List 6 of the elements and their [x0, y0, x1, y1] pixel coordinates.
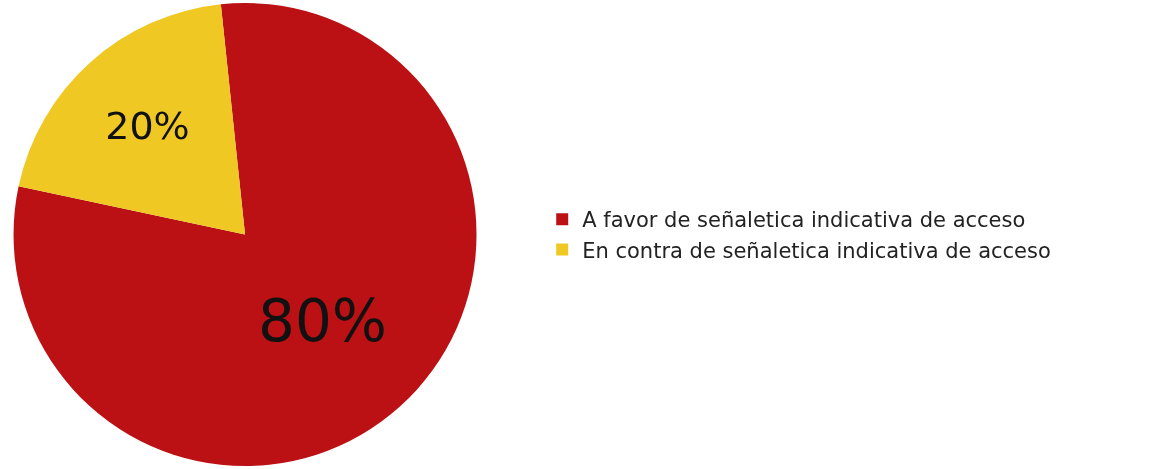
legend-label: A favor de señaletica indicativa de acceso [582, 208, 1026, 233]
legend-label: En contra de señaletica indicativa de acceso [582, 238, 1051, 263]
pie-slice [13, 3, 477, 466]
pie-slice [18, 4, 246, 235]
data-label: 80% [258, 286, 387, 355]
data-label: 20% [105, 104, 190, 149]
